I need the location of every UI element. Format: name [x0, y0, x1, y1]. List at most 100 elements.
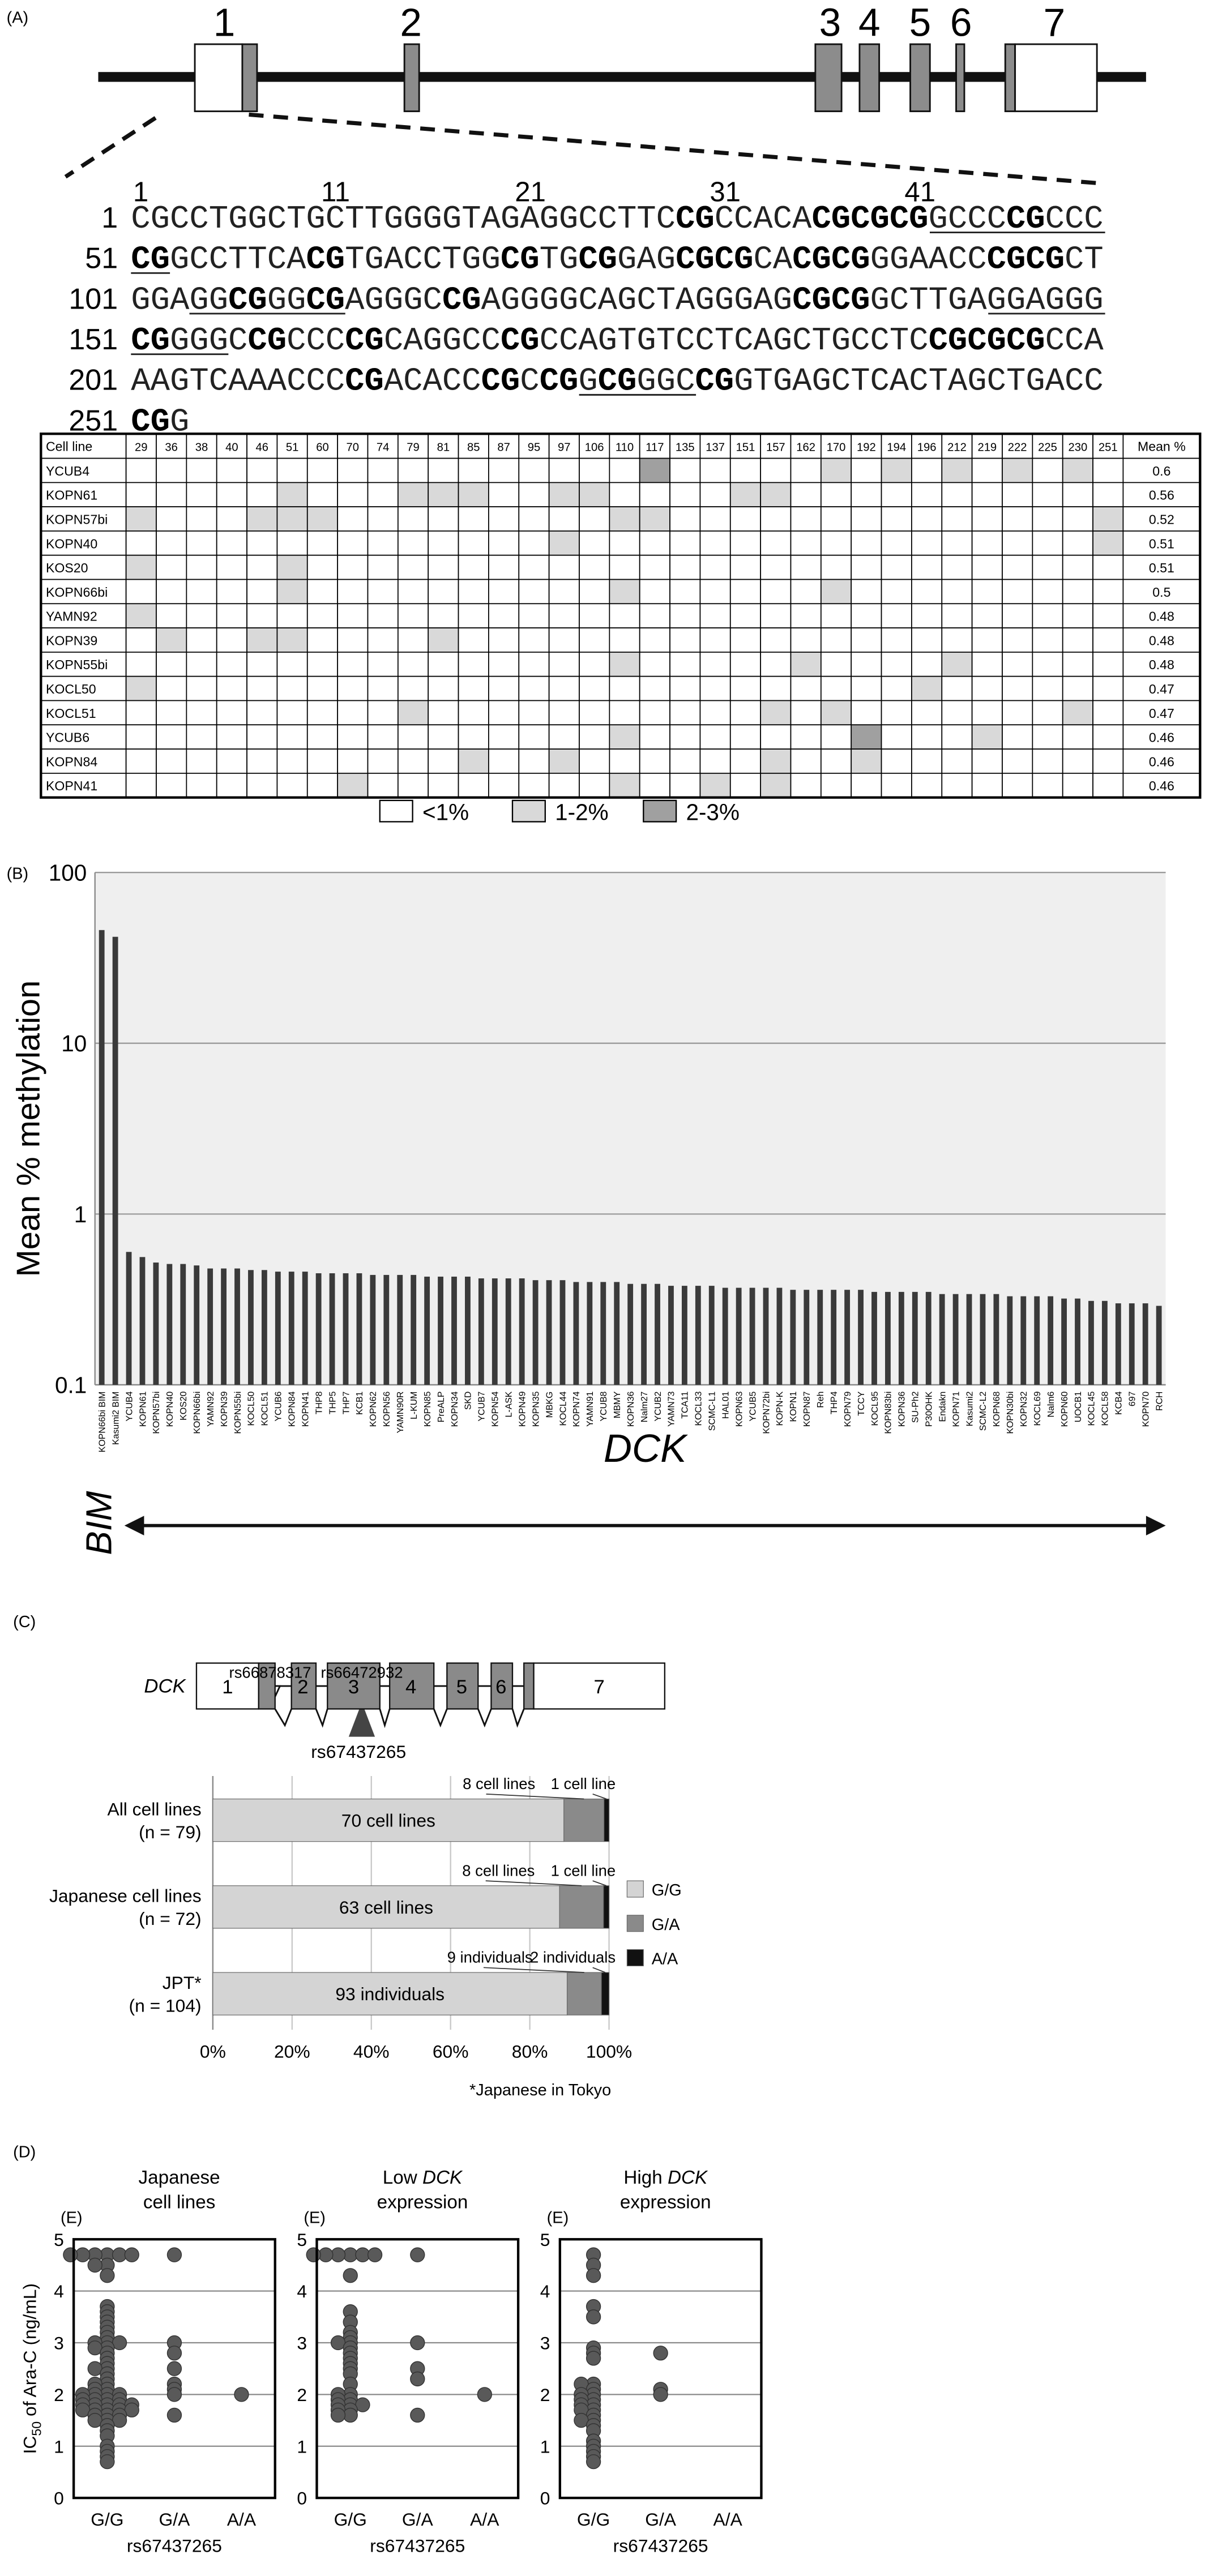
exon-label: 3	[819, 1, 841, 45]
methylation-cell	[851, 506, 882, 532]
methylation-cell	[458, 579, 489, 605]
sequence-run: GCCTTCA	[170, 242, 306, 279]
bar	[261, 1270, 267, 1385]
methylation-cell	[518, 724, 550, 750]
y-label-part: IC	[20, 2436, 40, 2454]
methylation-cell	[669, 506, 701, 532]
data-point	[63, 2247, 78, 2262]
cpg-site: CGCG	[792, 282, 870, 319]
x-tick-label: YCUB4	[125, 1391, 134, 1421]
data-point	[586, 2309, 601, 2325]
data-point	[330, 2407, 346, 2423]
methylation-cell	[1032, 554, 1063, 580]
y-tick-label: 2	[540, 2385, 550, 2405]
methylation-cell	[971, 482, 1003, 508]
cpg-position: 194	[887, 442, 906, 454]
y-tick-label: 4	[54, 2281, 64, 2301]
value-label: 70 cell lines	[341, 1811, 435, 1831]
bar	[505, 1278, 511, 1385]
x-tick-label: KOPN70	[1141, 1391, 1151, 1427]
cpg-position: 151	[736, 442, 755, 454]
x-tick-label: L-KUM	[409, 1392, 419, 1419]
table-header-cell	[1092, 433, 1124, 459]
line-number: 151	[69, 323, 118, 356]
methylation-cell	[669, 700, 701, 726]
methylation-cell	[186, 530, 217, 556]
methylation-cell	[397, 530, 429, 556]
methylation-cell	[881, 724, 912, 750]
methylation-cell	[941, 457, 973, 483]
methylation-cell	[609, 724, 640, 750]
y-tick-label: 0	[540, 2488, 550, 2509]
methylation-cell	[125, 603, 157, 628]
methylation-cell	[428, 675, 459, 701]
methylation-cell	[337, 724, 369, 750]
bar	[1101, 1300, 1108, 1385]
legend-swatch	[626, 1949, 644, 1967]
bar-segment	[212, 1885, 560, 1929]
y-tick-label: 1	[74, 1201, 87, 1227]
x-tick-label: KOPN41	[301, 1391, 310, 1427]
methylation-cell	[881, 457, 912, 483]
bar	[736, 1287, 742, 1385]
exon-label: 3	[348, 1676, 359, 1698]
methylation-cell	[851, 652, 882, 677]
methylation-cell	[1092, 700, 1124, 726]
y-tick-label: 3	[54, 2333, 64, 2354]
methylation-cell	[729, 627, 762, 653]
methylation-cell	[216, 748, 247, 774]
exon	[858, 43, 881, 113]
data-point	[653, 2346, 668, 2361]
methylation-cell	[156, 748, 187, 774]
bar	[315, 1273, 322, 1385]
x-tick-label: SU-Ph2	[911, 1391, 921, 1423]
methylation-cell	[669, 579, 701, 605]
methylation-cell	[699, 627, 731, 653]
bar	[925, 1291, 931, 1385]
cpg-position: 40	[225, 442, 238, 454]
bar	[1020, 1296, 1027, 1385]
methylation-cell	[428, 482, 459, 508]
methylation-cell	[306, 675, 339, 701]
cpg-site: CG	[442, 282, 481, 319]
methylation-cell	[941, 603, 973, 628]
cpg-position: 222	[1008, 442, 1027, 454]
methylation-cell	[609, 554, 640, 580]
bar	[234, 1268, 240, 1385]
methylation-cell	[518, 506, 550, 532]
cell-line-name: KOPN57bi	[46, 512, 108, 527]
methylation-cell	[397, 603, 429, 628]
methylation-cell	[276, 772, 308, 798]
methylation-cell	[367, 506, 399, 532]
methylation-cell	[246, 772, 278, 798]
methylation-cell	[488, 700, 520, 726]
methylation-cell	[276, 579, 308, 605]
x-tick-label: G/A	[645, 2509, 677, 2530]
methylation-cell	[246, 506, 278, 532]
bar-segment	[559, 1885, 604, 1929]
cell-line-name: YCUB4	[46, 464, 89, 478]
methylation-cell	[216, 603, 247, 628]
bar	[952, 1294, 959, 1385]
x-tick-label: THP5	[328, 1391, 337, 1414]
bar	[912, 1291, 918, 1385]
panel-label: (D)	[13, 2143, 36, 2162]
x-tick-label: G/A	[402, 2509, 434, 2530]
methylation-cell	[306, 482, 339, 508]
methylation-cell	[397, 506, 429, 532]
mean-value: 0.47	[1149, 706, 1174, 721]
methylation-cell	[246, 748, 278, 774]
x-tick-label: KOS20	[179, 1391, 189, 1420]
x-tick-label: KOPN36	[898, 1391, 907, 1427]
methylation-cell	[820, 748, 852, 774]
methylation-cell	[337, 506, 369, 532]
methylation-cell	[579, 579, 610, 605]
methylation-cell	[609, 506, 640, 532]
cpg-site: CG	[598, 363, 637, 400]
methylation-cell	[548, 700, 580, 726]
methylation-cell	[820, 506, 852, 532]
cpg-site: CGCGCG	[929, 323, 1045, 360]
cpg-position: 225	[1038, 442, 1057, 454]
methylation-cell	[729, 724, 762, 750]
bar	[993, 1294, 999, 1385]
